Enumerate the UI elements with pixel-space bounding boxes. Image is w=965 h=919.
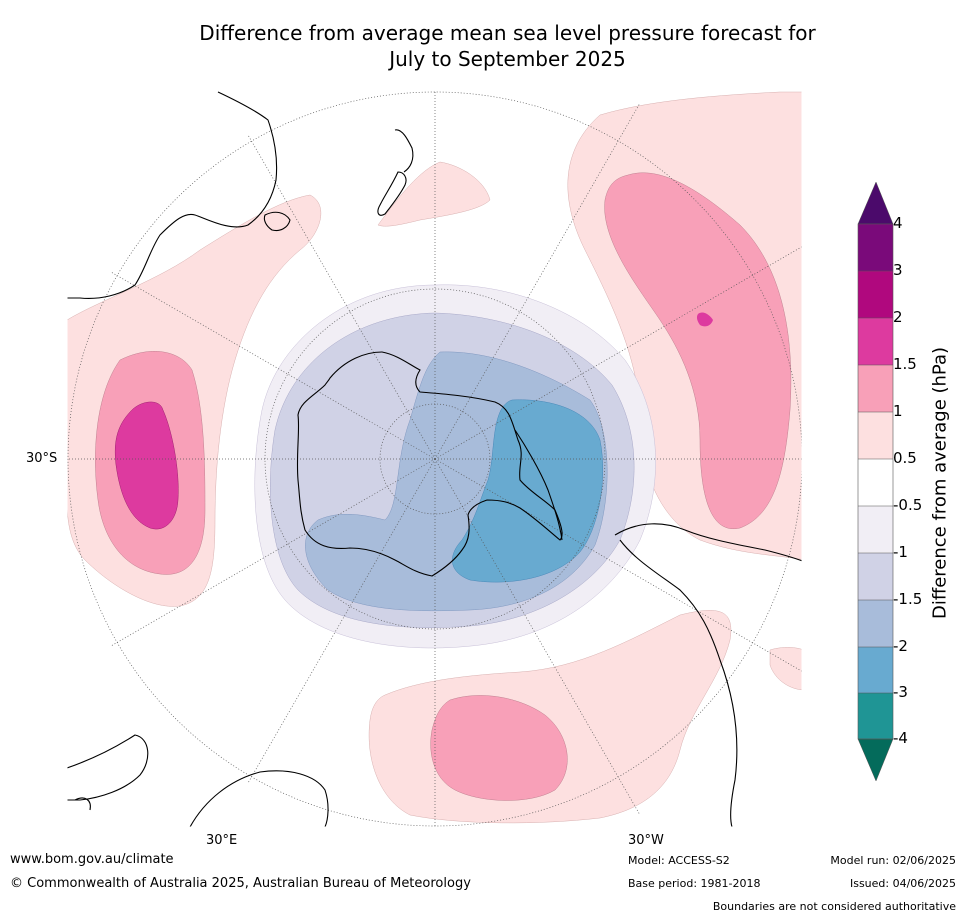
colorbar-tick-3: 3 — [893, 261, 903, 279]
boundaries-disclaimer: Boundaries are not considered authoritat… — [712, 900, 956, 913]
title-line-2: July to September 2025 — [389, 47, 626, 71]
colorbar-tick-2: 2 — [893, 308, 903, 326]
colorbar-band-05-1 — [858, 412, 893, 459]
colorbar-tick-neg-1: -1 — [893, 543, 908, 561]
antarctica-coastline — [296, 351, 563, 577]
colorbar-tick-neg-3: -3 — [893, 683, 908, 701]
colorbar-band-15-2 — [858, 318, 893, 365]
anomaly-positive-east-peak — [696, 312, 713, 327]
issued-info: Issued: 04/06/2025 — [849, 877, 956, 890]
colorbar-outline — [857, 223, 894, 740]
graticule — [67, 90, 802, 827]
colorbar-tick-0-5: 0.5 — [893, 449, 917, 467]
website-link[interactable]: www.bom.gov.au/climate — [10, 852, 174, 867]
lat-label-30s: 30°S — [26, 451, 58, 466]
lon-label-30w: 30°W — [628, 833, 664, 848]
new-zealand-north-coastline — [394, 129, 414, 173]
map-title: Difference from average mean sea level p… — [40, 20, 965, 72]
anomaly-positive-nz — [377, 161, 491, 227]
anomaly-positive-south-inner — [430, 695, 568, 801]
anomaly-negative-ring-2 — [452, 399, 603, 583]
africa-southern-coastline — [67, 734, 329, 827]
colorbar-tick-neg-0-5: -0.5 — [893, 496, 923, 514]
copyright-notice: © Commonwealth of Australia 2025, Austra… — [10, 876, 471, 891]
lon-label-30e: 30°E — [206, 833, 238, 848]
colorbar-tick-neg-2: -2 — [893, 637, 908, 655]
south-america-coastline — [614, 523, 802, 827]
colorbar-tick-neg-1-5: -1.5 — [893, 590, 923, 608]
antarctic-peninsula-coastline — [514, 429, 563, 541]
colorbar-band-n15-n1 — [858, 553, 893, 600]
australia-east-coastline — [67, 91, 278, 299]
colorbar-tick-4: 4 — [893, 214, 903, 232]
map-panel — [67, 90, 802, 827]
tasmania-coastline — [263, 211, 291, 232]
model-run-info: Model run: 02/06/2025 — [830, 854, 956, 867]
colorbar-band-n3-n2 — [858, 647, 893, 693]
colorbar-band-n2-n15 — [858, 600, 893, 647]
colorbar-band-n4-n3 — [858, 693, 893, 739]
colorbar-separators — [858, 270, 893, 694]
colorbar-extend-high — [857, 181, 894, 225]
colorbar — [857, 181, 894, 782]
base-period-info: Base period: 1981-2018 — [628, 877, 761, 890]
new-zealand-south-coastline — [377, 171, 407, 216]
colorbar-band-neutral — [858, 459, 893, 506]
anomaly-positive-east-inner — [604, 172, 792, 530]
coastlines — [67, 91, 802, 827]
madagascar-coastline — [74, 797, 91, 811]
anomaly-positive-west-peak — [114, 401, 179, 530]
title-line-1: Difference from average mean sea level p… — [199, 21, 816, 45]
colorbar-axis-label: Difference from average (hPa) — [929, 346, 951, 620]
colorbar-tick-neg-4: -4 — [893, 729, 908, 747]
colorbar-band-n1-n05 — [858, 506, 893, 553]
colorbar-band-1-15 — [858, 365, 893, 412]
colorbar-tick-1: 1 — [893, 402, 903, 420]
colorbar-band-2-3 — [858, 271, 893, 318]
model-info: Model: ACCESS-S2 — [628, 854, 730, 867]
colorbar-band-3-4 — [858, 224, 893, 271]
anomaly-positive-se-edge — [769, 647, 802, 691]
colorbar-tick-1-5: 1.5 — [893, 355, 917, 373]
colorbar-extend-low — [857, 738, 894, 782]
